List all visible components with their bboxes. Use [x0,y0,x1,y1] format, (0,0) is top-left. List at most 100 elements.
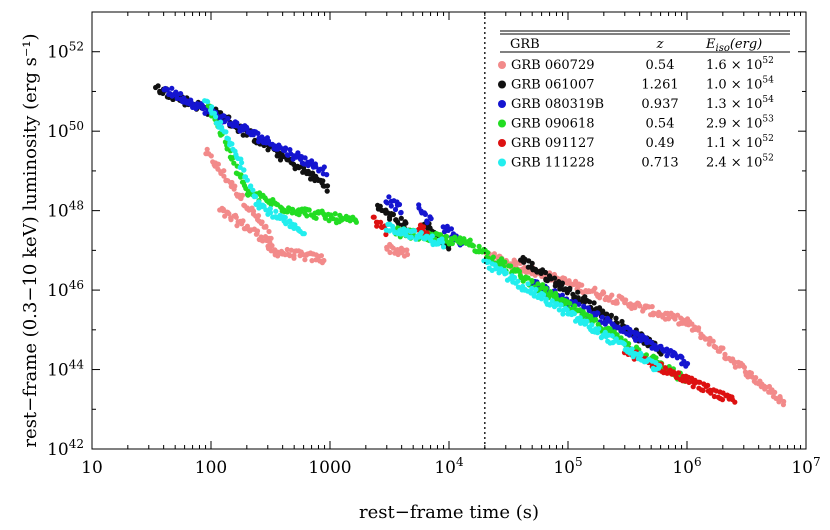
data-point [231,160,237,166]
legend-z: 0.49 [646,136,675,151]
data-point [711,393,718,400]
data-point [213,114,219,120]
data-point [586,308,592,314]
data-point [533,286,539,293]
data-point [412,228,418,234]
data-point [672,316,678,322]
data-point [635,331,641,337]
data-point [705,382,711,388]
data-point [613,315,619,321]
data-point [720,345,726,351]
legend-eiso: 2.9 × 1053 [706,115,774,132]
legend-header-eiso: Eiso(erg) [705,37,762,54]
data-point [684,361,691,367]
data-point [575,289,581,295]
x-axis-title: rest−frame time (s) [359,502,539,523]
data-point [398,215,404,221]
data-point [259,134,265,140]
data-point [418,230,424,236]
legend-item: GRB 091127 0.49 1.1 × 1052 [498,134,774,151]
data-point [713,344,719,350]
data-point [625,346,631,352]
data-point [529,260,535,266]
data-point [567,300,573,306]
data-point [552,275,558,281]
legend-grb-name: GRB 090618 [511,117,594,132]
x-tick-label: 10 [81,458,103,478]
data-point [446,246,452,252]
data-point [476,243,482,249]
legend-grb-name: GRB 080319B [511,97,604,112]
data-point [218,119,224,125]
legend-eiso: 1.0 × 1054 [706,76,774,93]
data-point [304,213,310,219]
data-point [440,244,447,250]
data-point [392,206,399,213]
data-point [178,91,184,97]
x-tick-label: 1000 [308,458,351,478]
data-point [255,213,262,219]
data-point [529,285,535,292]
data-point [584,318,590,324]
data-point [260,238,266,244]
legend-marker [498,80,506,89]
data-point [502,259,508,265]
data-point [581,304,587,310]
data-point [579,282,585,288]
data-point [254,228,261,234]
data-point [732,399,738,405]
data-point [700,387,706,394]
data-point [155,83,161,89]
data-point [449,240,455,247]
data-point [629,346,635,352]
data-point [383,231,389,238]
data-point [301,231,307,237]
data-point [408,234,414,240]
data-point [266,228,272,235]
data-point [591,300,597,306]
data-point [221,113,227,119]
y-tick-label: 1042 [47,437,84,460]
data-point [638,352,644,358]
data-point [593,317,599,323]
data-point [633,337,639,343]
data-point [618,335,624,341]
x-tick-label: 104 [434,455,464,478]
data-point [558,302,564,308]
data-point [221,173,227,179]
data-point [240,127,246,133]
data-point [387,216,393,222]
data-point [597,295,603,301]
data-point [554,302,560,308]
data-point [444,234,450,240]
data-point [282,145,289,151]
data-point [208,153,214,159]
data-point [587,299,593,305]
data-point [653,355,659,361]
x-tick-label: 107 [791,455,820,478]
legend-z: 0.54 [646,117,675,132]
data-point [594,310,600,316]
data-point [448,226,454,232]
data-point [267,210,274,216]
data-point [291,252,297,259]
legend-marker [498,61,506,69]
data-point [576,301,582,307]
data-point [416,202,422,208]
data-point [742,369,749,375]
data-point [601,290,607,296]
y-tick-label: 1046 [47,278,84,301]
data-point [424,219,430,226]
data-point [277,157,284,163]
data-point [614,300,620,306]
data-point [548,289,554,295]
data-point [549,298,555,304]
series-grb-060729 [203,146,787,408]
data-point [353,219,359,225]
data-point [564,307,570,313]
data-point [268,235,274,241]
legend-z: 0.937 [641,97,678,112]
data-point [209,104,215,110]
data-point [386,194,392,200]
